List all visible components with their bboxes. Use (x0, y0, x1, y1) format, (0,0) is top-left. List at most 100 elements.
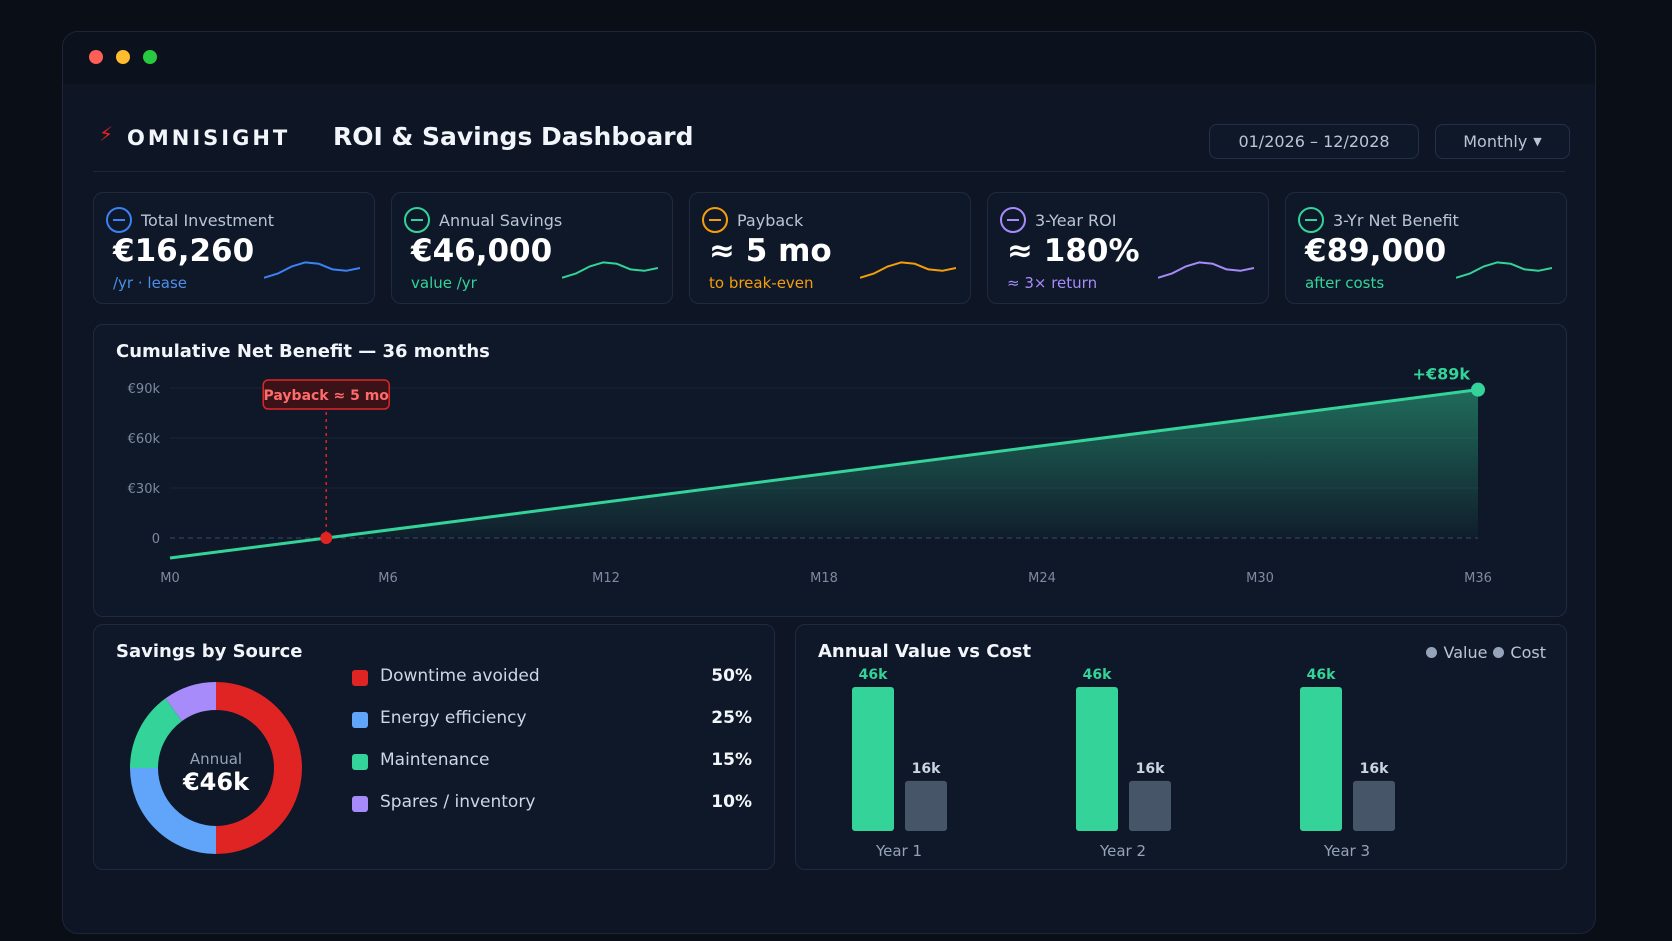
bar-category-label: Year 2 (1099, 842, 1146, 860)
legend-cost-label: Cost (1510, 643, 1546, 662)
kpi-subtitle: /yr · lease (113, 274, 188, 292)
legend-category: Energy efficiency (380, 708, 527, 728)
kpi-label: Total Investment (141, 211, 275, 230)
savings-legend-row: Downtime avoided 50% (352, 666, 752, 690)
donut-center-caption: Annual (190, 750, 242, 768)
legend-percent: 25% (711, 708, 752, 728)
brand-name: OMNISIGHT (127, 126, 291, 150)
date-range-picker[interactable]: 01/2026 – 12/2028 (1209, 124, 1419, 159)
kpi-value: €16,260 (113, 233, 255, 269)
donut-slice (130, 698, 183, 769)
y-tick-label: €30k (128, 482, 161, 497)
sparkline (1456, 261, 1552, 279)
bar-value-label: 16k (1136, 761, 1165, 777)
cumulative-benefit-panel: Cumulative Net Benefit — 36 months 0 €30k… (93, 324, 1567, 617)
sparkline (264, 261, 360, 279)
legend-category: Downtime avoided (380, 666, 540, 686)
legend-cost-dot (1493, 647, 1505, 658)
bar-value-label: 46k (859, 667, 888, 683)
sparkline-path (264, 261, 360, 279)
y-tick-label: 0 (152, 532, 160, 547)
payback-callout-label: Payback ≈ 5 mo (264, 388, 390, 404)
y-tick-label: €90k (128, 382, 161, 397)
dashboard-header: ⚡ OMNISIGHT ROI & Savings Dashboard 01/2… (93, 84, 1570, 172)
bar-cost (1353, 780, 1395, 831)
minimize-window-button[interactable] (116, 50, 130, 64)
x-tick-label: M0 (160, 571, 180, 586)
payback-callout-box (262, 379, 390, 410)
savings-legend-row: Energy efficiency 25% (352, 708, 752, 732)
savings-donut-chart: Annual€46k (130, 682, 302, 854)
bar-value (1300, 687, 1342, 831)
sparkline (860, 261, 956, 279)
bar-value-label: 46k (1083, 667, 1112, 683)
kpi-card[interactable]: 3-Year ROI ≈ 180% ≈ 3× return (987, 192, 1269, 304)
x-tick-label: M30 (1246, 571, 1274, 586)
legend-percent: 10% (711, 792, 752, 812)
bar-cost (905, 780, 947, 831)
savings-legend-row: Maintenance 15% (352, 750, 752, 774)
minus-circle-icon (1000, 207, 1026, 233)
end-point (1471, 382, 1485, 397)
legend-swatch (352, 712, 368, 728)
x-tick-label: M24 (1028, 571, 1056, 586)
period-dropdown[interactable]: Monthly ▼ (1435, 124, 1570, 159)
minus-circle-icon (1298, 207, 1324, 233)
sparkline (562, 261, 658, 279)
donut-slice (130, 767, 217, 854)
kpi-card[interactable]: Payback ≈ 5 mo to break-even (689, 192, 971, 304)
kpi-value: ≈ 180% (1007, 233, 1140, 269)
bar-category-label: Year 1 (875, 842, 922, 860)
end-value-label: +€89k (1413, 365, 1471, 384)
kpi-card[interactable]: Annual Savings €46,000 value /yr (391, 192, 673, 304)
period-value: Monthly (1463, 132, 1528, 151)
bar-value (852, 687, 894, 831)
kpi-subtitle: ≈ 3× return (1007, 274, 1098, 292)
legend-swatch (352, 754, 368, 770)
bar-category-label: Year 3 (1323, 842, 1370, 860)
kpi-label: Payback (737, 211, 804, 230)
minus-circle-icon (702, 207, 728, 233)
sparkline-path (1158, 261, 1254, 279)
kpi-value: ≈ 5 mo (709, 233, 832, 269)
donut-chart-title: Savings by Source (116, 641, 303, 662)
bar-value-label: 16k (912, 761, 941, 777)
donut-slice (165, 682, 217, 722)
title-bar (63, 32, 1595, 84)
close-window-button[interactable] (89, 50, 103, 64)
savings-by-source-panel: Savings by Source Annual €46k Downtime av… (93, 624, 775, 870)
sparkline-path (1456, 261, 1552, 279)
kpi-subtitle: after costs (1305, 274, 1385, 292)
sparkline (1158, 261, 1254, 279)
legend-category: Maintenance (380, 750, 490, 770)
x-tick-label: M36 (1464, 571, 1492, 586)
kpi-subtitle: value /yr (411, 274, 477, 292)
bar-chart-title: Annual Value vs Cost (818, 641, 1032, 662)
minus-circle-icon (404, 207, 430, 233)
legend-value-dot (1426, 647, 1438, 658)
caret-down-icon: ▼ (1533, 135, 1542, 148)
annual-value-cost-panel: Annual Value vs Cost Value Cost 46k 16k Ye… (795, 624, 1567, 870)
maximize-window-button[interactable] (143, 50, 157, 64)
kpi-label: 3-Yr Net Benefit (1333, 211, 1459, 230)
kpi-value: €89,000 (1305, 233, 1447, 269)
legend-swatch (352, 796, 368, 812)
y-tick-label: €60k (128, 432, 161, 447)
cumulative-benefit-chart: 0 €30k €60k €90k M0 M6 M12 M18 M24 M30 M36 Payback … (128, 365, 1492, 586)
legend-value-label: Value (1443, 643, 1488, 662)
legend-swatch (352, 670, 368, 686)
minus-circle-icon (106, 207, 132, 233)
x-tick-label: M6 (378, 571, 398, 586)
cumulative-chart-title: Cumulative Net Benefit — 36 months (116, 341, 490, 362)
bar-value-label: 46k (1307, 667, 1336, 683)
bar-chart-legend: Value Cost (1426, 643, 1546, 662)
kpi-label: 3-Year ROI (1035, 211, 1117, 230)
kpi-card[interactable]: Total Investment €16,260/yr · lease (93, 192, 375, 304)
bar-cost (1129, 780, 1171, 831)
savings-legend-row: Spares / inventory 10% (352, 792, 752, 816)
donut-slice (215, 682, 302, 854)
payback-point (320, 532, 333, 544)
kpi-card[interactable]: 3-Yr Net Benefit €89,000 after costs (1285, 192, 1567, 304)
donut-center-value: €46k (182, 768, 250, 796)
kpi-value: €46,000 (411, 233, 553, 269)
